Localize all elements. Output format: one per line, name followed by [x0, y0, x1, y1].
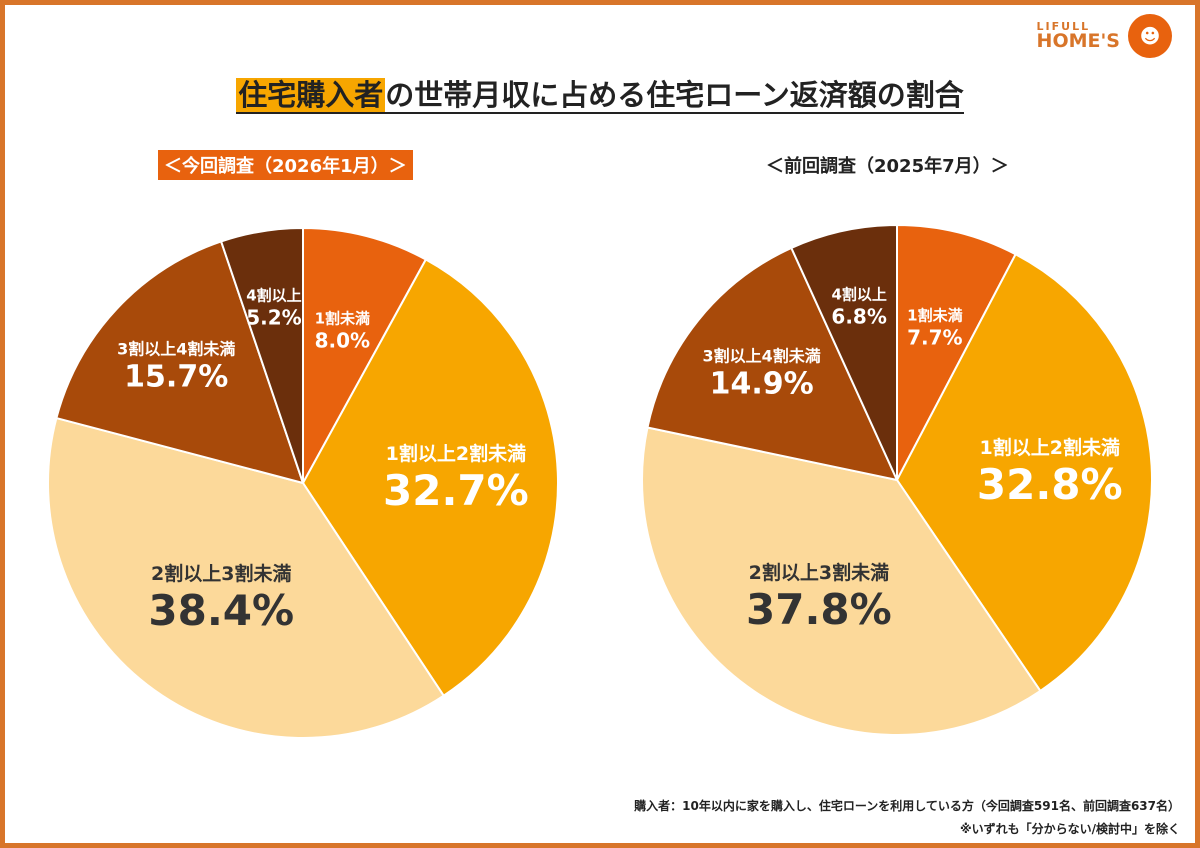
slice-category: 4割以上 — [831, 285, 887, 304]
slice-value: 38.4% — [148, 585, 295, 635]
slice-label: 1割以上2割未満 32.7% — [383, 439, 529, 515]
slice-label: 2割以上3割未満 38.4% — [148, 559, 294, 635]
slice-value: 32.7% — [383, 465, 529, 515]
slice-value: 7.7% — [907, 325, 963, 349]
slice-category: 3割以上4割未満 — [117, 339, 236, 359]
pie-slice — [47, 416, 446, 739]
title-highlight: 住宅購入者 — [236, 78, 386, 112]
slice-label: 1割未満 8.0% — [315, 307, 370, 352]
footnote-1: 購入者：10年以内に家を購入し、住宅ローンを利用している方（今回調査591名、前… — [634, 799, 1180, 813]
pie-slice — [896, 223, 1017, 481]
slice-category: 1割以上2割未満 — [385, 442, 527, 465]
mascot-icon: ☻ — [1128, 14, 1172, 58]
slice-category: 2割以上3割未満 — [748, 562, 890, 585]
slice-value: 15.7% — [124, 359, 229, 395]
pie-slice — [790, 223, 898, 481]
chart-title-current: ＜今回調査（2026年1月）＞ — [158, 150, 413, 180]
slice-category: 2割以上3割未満 — [151, 562, 292, 585]
title-rest: の世帯月収に占める住宅ローン返済額の割合 — [385, 78, 964, 112]
slice-value: 8.0% — [314, 328, 371, 353]
logo-line2: HOME'S — [1036, 30, 1120, 52]
slice-category: 3割以上4割未満 — [702, 346, 821, 366]
slice-value: 14.9% — [709, 366, 814, 402]
slice-value: 37.8% — [746, 585, 892, 635]
pie-slice — [302, 226, 428, 484]
slice-label: 3割以上4割未満 15.7% — [117, 335, 235, 394]
slice-category: 1割以上2割未満 — [979, 437, 1120, 460]
pie-slice — [641, 426, 1042, 736]
pie-slice — [219, 226, 304, 484]
slice-label: 3割以上4割未満 14.9% — [703, 342, 821, 401]
slice-value: 32.8% — [976, 460, 1123, 510]
pie-slice — [646, 246, 899, 482]
slice-label: 4割以上 5.2% — [246, 284, 301, 329]
page-title: 住宅購入者の世帯月収に占める住宅ローン返済額の割合 — [0, 72, 1200, 114]
slice-category: 1割未満 — [314, 309, 371, 328]
slice-value: 5.2% — [246, 305, 302, 330]
slice-category: 4割以上 — [246, 286, 302, 305]
footnote-2: ※いずれも「分からない/検討中」を除く — [959, 822, 1180, 836]
pie-slice — [301, 258, 559, 698]
slice-category: 1割未満 — [907, 306, 963, 324]
logo-line1: LIFULL — [1036, 20, 1091, 33]
slice-label: 1割以上2割未満 32.8% — [977, 433, 1123, 509]
slice-label: 4割以上 6.8% — [831, 283, 886, 328]
slice-label: 2割以上3割未満 37.8% — [746, 558, 892, 634]
logo: LIFULL HOME'S ☻ — [1037, 14, 1172, 58]
chart-title-previous: ＜前回調査（2025年7月）＞ — [766, 156, 1009, 177]
slice-label: 1割未満 7.7% — [907, 304, 962, 349]
pie-slice — [895, 252, 1153, 693]
slice-value: 6.8% — [831, 304, 887, 329]
